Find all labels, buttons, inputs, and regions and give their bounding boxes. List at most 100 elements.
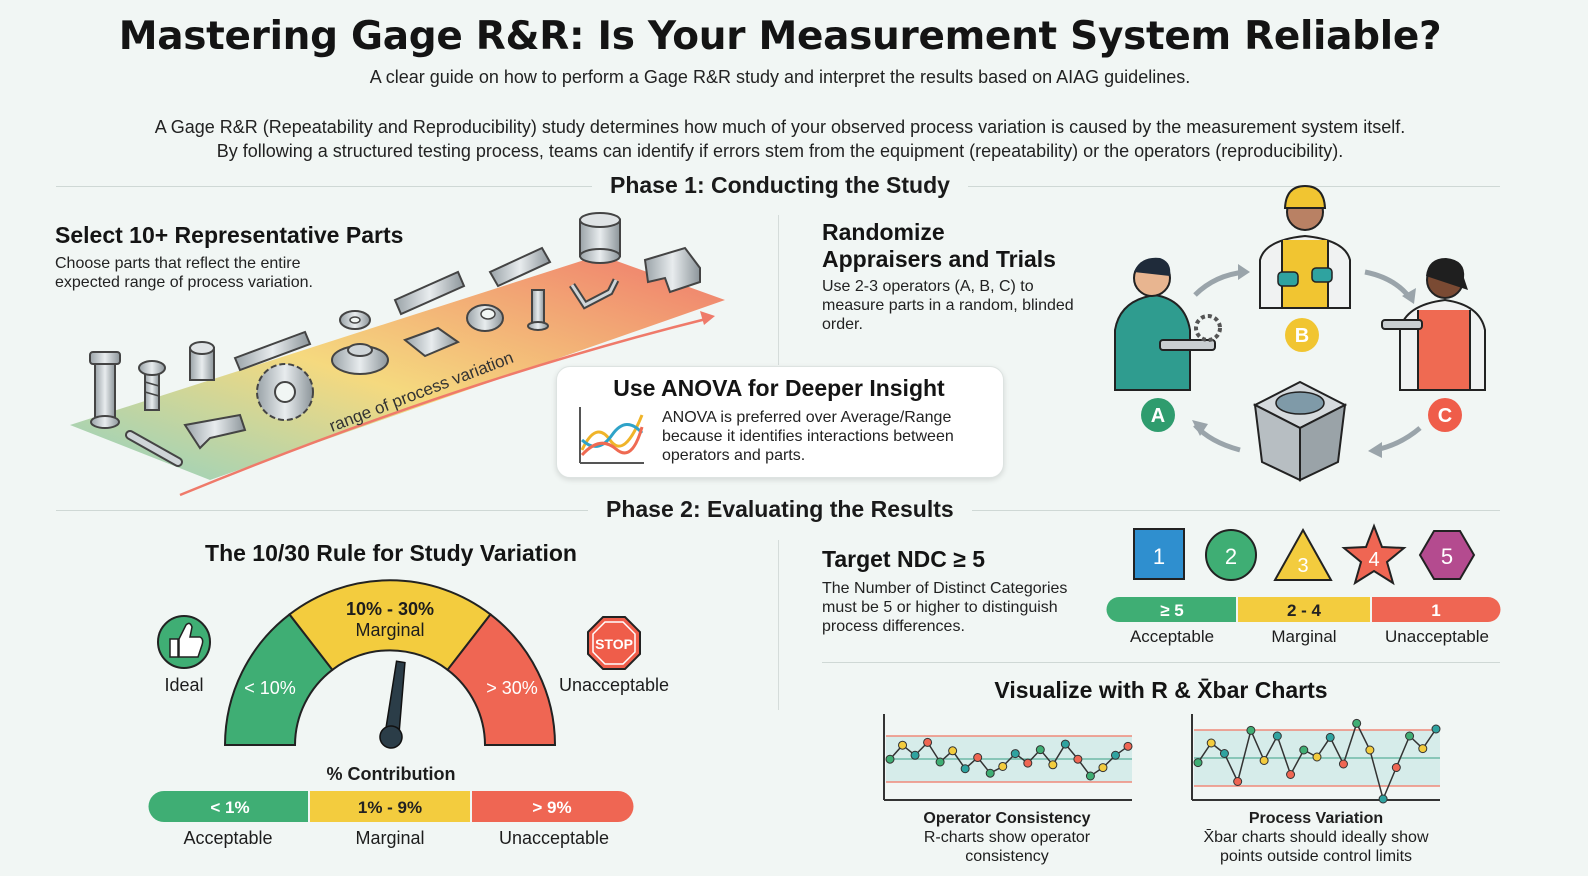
xbar-chart-point [1365,745,1375,755]
parts-illustration: range of process variation [70,212,725,497]
operator-c-figure [1381,258,1486,391]
ndc-desc: The Number of Distinct Categories must b… [822,579,1067,636]
contribution-bar-acceptable [148,791,308,822]
xbar-chart-caption-line-1: X̄bar charts should ideally show [1203,829,1429,846]
operators-illustration: A B C [1114,184,1486,482]
xbar-chart-point [1312,752,1322,762]
cycle-arrow-head-1 [1238,264,1250,280]
r-chart-point [1085,771,1095,781]
gauge-panel: 10% - 30% Marginal < 10% > 30% Ideal STO… [157,579,669,749]
randomize-desc-line-3: order. [822,316,863,333]
badge-b: B [1285,318,1319,352]
gauge-low-label: < 10% [244,678,296,698]
randomize-title-line-2: Appraisers and Trials [822,246,1056,272]
badge-c: C [1428,398,1462,432]
ndc-rule [822,662,1500,663]
r-chart-point [948,746,958,756]
screw-part-icon [138,360,166,411]
parts-desc: Choose parts that reflect the entire exp… [55,254,313,292]
xbar-chart-point [1193,758,1203,768]
r-chart-caption-title: Operator Consistency [923,810,1091,827]
gauge-high-label: > 30% [486,678,538,698]
nut-part-icon [466,304,504,332]
clip-part-icon [569,278,620,310]
ndc-desc-line-2: must be 5 or higher to distinguish [822,599,1058,616]
contribution-value-marginal: 1% - 9% [358,798,422,817]
anova-desc-line-1: ANOVA is preferred over Average/Range [662,409,952,426]
r-chart-point [1010,749,1020,759]
r-chart-caption-line-2: consistency [965,848,1049,865]
washer-part-icon [339,310,371,330]
r-chart-point [973,753,983,763]
phase2-divider [778,540,779,710]
contribution-bar: < 1% 1% - 9% > 9% [148,791,634,822]
ndc-value-unacceptable: 1 [1431,601,1440,620]
xbar-chart-point [1219,749,1229,758]
contribution-label-unacceptable: Unacceptable [498,828,610,848]
ndc-hexagon-icon: 5 [1418,530,1476,580]
anova-title: Use ANOVA for Deeper Insight [613,375,945,401]
r-chart-point [1073,754,1083,764]
pin-part-icon [527,289,549,331]
contribution-value-acceptable: < 1% [210,798,249,817]
block-part-icon [402,326,461,358]
ndc-desc-line-1: The Number of Distinct Categories [822,580,1068,597]
xbar-chart-point [1272,731,1282,741]
intro-line-2: By following a structured testing proces… [216,141,1344,161]
xbar-chart-point [1299,745,1309,755]
charts-title: Visualize with R & X̄bar Charts [994,677,1328,703]
xbar-chart-point [1418,744,1428,754]
ndc-desc-line-3: process differences. [822,618,965,635]
phase1-divider [778,215,779,365]
intro-line-1: A Gage R&R (Repeatability and Reproducib… [154,117,1406,137]
l-bracket-part-icon [643,246,701,294]
r-chart-point [935,757,945,767]
svg-text:B: B [1295,325,1309,347]
ndc-bar: ≥ 5 2 - 4 1 [1106,597,1501,622]
ndc-circle-icon: 2 [1205,529,1257,581]
operator-a-figure [1114,257,1222,391]
stop-sign-icon: STOP [587,616,641,670]
svg-text:5: 5 [1441,544,1453,569]
thumbs-up-icon [157,615,211,669]
gauge-needle [379,660,406,749]
ribbon-arrow-head [700,311,715,325]
cycle-arrow-1 [1193,269,1246,297]
contribution-label-marginal: Marginal [355,828,425,848]
contribution-bar-unacceptable [472,791,634,822]
xbar-chart-point [1338,759,1348,769]
r-chart-point [1060,739,1070,749]
ribbon-arrow [179,316,711,497]
ndc-label-marginal: Marginal [1271,627,1337,646]
page-title: Mastering Gage R&R: Is Your Measurement … [118,14,1442,59]
svg-text:STOP: STOP [595,636,633,652]
r-chart-point [1098,763,1108,773]
stud-part-icon [488,246,552,288]
r-chart-point [1023,758,1033,768]
ndc-label-unacceptable: Unacceptable [1385,627,1489,646]
flange-part-icon [331,343,389,375]
rod-part-icon [233,330,312,372]
r-chart-caption: Operator Consistency R-charts show opera… [876,809,1138,866]
xbar-chart-point [1286,770,1296,779]
xbar-chart-point [1431,724,1441,734]
xbar-chart-point [1259,756,1269,765]
parts-bin-icon [1252,380,1348,482]
bushing-part-icon [189,341,215,381]
xbar-chart-caption: Process Variation X̄bar charts should id… [1180,809,1452,866]
threaded-rod-part-icon [393,270,466,316]
ndc-star-icon: 4 [1341,523,1407,586]
cycle-arrow-head-2 [1402,288,1416,304]
gauge-yellow-segment [288,579,492,672]
ndc-bar-marginal [1238,597,1370,622]
r-chart-point [998,761,1008,771]
randomize-desc-line-1: Use 2-3 operators (A, B, C) to [822,278,1034,295]
cycle-arrow-head-3 [1368,442,1382,458]
xbar-chart-point [1391,763,1401,772]
operator-a-gear-icon [1194,314,1222,342]
operator-b-figure [1259,184,1351,309]
r-chart-point [960,764,970,774]
xbar-chart [1191,714,1441,804]
cycle-arrow-head-4 [1192,420,1208,436]
anova-desc: ANOVA is preferred over Average/Range be… [662,408,954,465]
